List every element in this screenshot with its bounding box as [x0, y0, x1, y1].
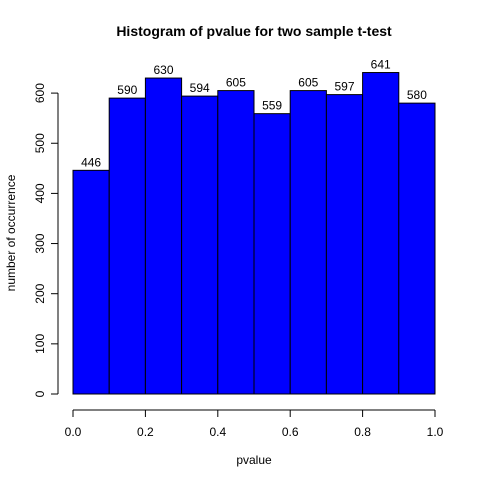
- histogram-bar: [72, 169, 110, 395]
- x-tick-label: 0.4: [209, 425, 226, 439]
- y-tick-label: 600: [33, 83, 47, 103]
- histogram-bar: [217, 90, 255, 395]
- bar-value-label: 590: [117, 83, 137, 97]
- y-axis-label: number of occurrence: [4, 174, 18, 291]
- bar-value-label: 446: [81, 155, 101, 169]
- chart-title: Histogram of pvalue for two sample t-tes…: [116, 23, 392, 39]
- x-tick-label: 0.0: [65, 425, 82, 439]
- y-tick-label: 100: [33, 334, 47, 354]
- x-axis: 0.0 0.2 0.4 0.6 0.8 1.0: [65, 409, 444, 439]
- bar-labels-group: 446 590 630 594 605 559 605 597 641 580: [81, 58, 427, 170]
- bar-value-label: 641: [371, 58, 391, 72]
- y-tick-label: 500: [33, 133, 47, 153]
- bar-value-label: 605: [226, 76, 246, 90]
- histogram-bar: [253, 113, 291, 395]
- histogram-bar: [144, 77, 183, 395]
- y-tick-label: 0: [33, 390, 47, 397]
- x-tick-label: 0.8: [354, 425, 371, 439]
- histogram-bar: [362, 72, 400, 395]
- x-tick-label: 0.6: [282, 425, 299, 439]
- bar-value-label: 559: [262, 99, 282, 113]
- histogram-bar: [181, 95, 219, 395]
- histogram-bar: [325, 94, 364, 395]
- histogram-bar: [108, 97, 146, 395]
- y-tick-label: 300: [33, 233, 47, 253]
- bar-value-label: 594: [190, 81, 210, 95]
- bar-value-label: 597: [334, 80, 354, 94]
- y-tick-label: 200: [33, 283, 47, 303]
- y-tick-label: 400: [33, 183, 47, 203]
- bar-value-label: 580: [407, 88, 427, 102]
- x-axis-label: pvalue: [236, 453, 272, 467]
- y-axis: 0 100 200 300 400 500 600: [33, 83, 59, 397]
- x-tick-label: 1.0: [427, 425, 444, 439]
- bars-group: [72, 72, 436, 395]
- x-tick-label: 0.2: [137, 425, 154, 439]
- histogram-bar: [398, 102, 436, 395]
- histogram-bar: [289, 90, 327, 395]
- bar-value-label: 605: [298, 76, 318, 90]
- bar-value-label: 630: [153, 63, 173, 77]
